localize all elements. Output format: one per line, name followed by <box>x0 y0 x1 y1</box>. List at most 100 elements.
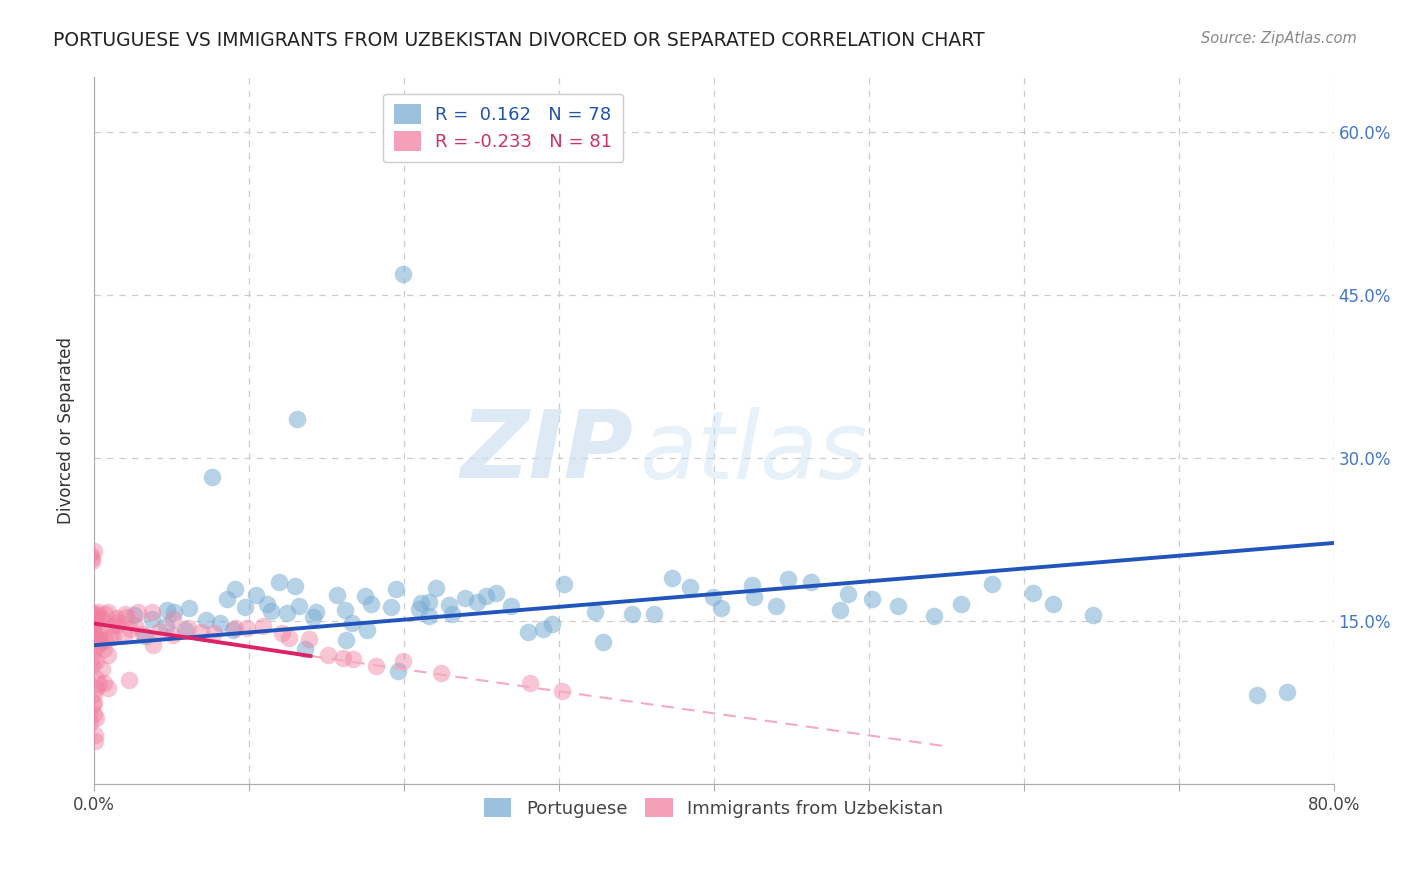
Point <box>101 630 124 644</box>
Point <box>326 588 349 602</box>
Point <box>156 603 179 617</box>
Point <box>409 595 432 609</box>
Point <box>305 606 328 620</box>
Point <box>924 609 946 624</box>
Point <box>177 601 200 615</box>
Point <box>392 267 415 281</box>
Point <box>155 619 177 633</box>
Point <box>87 676 110 690</box>
Point <box>83 687 105 701</box>
Text: atlas: atlas <box>640 407 868 498</box>
Point <box>837 587 859 601</box>
Point <box>519 676 541 690</box>
Point <box>742 591 765 605</box>
Point <box>360 597 382 611</box>
Point <box>77 707 100 722</box>
Point <box>592 635 614 649</box>
Point <box>86 608 108 623</box>
Text: PORTUGUESE VS IMMIGRANTS FROM UZBEKISTAN DIVORCED OR SEPARATED CORRELATION CHART: PORTUGUESE VS IMMIGRANTS FROM UZBEKISTAN… <box>53 31 986 50</box>
Point <box>112 629 135 643</box>
Point <box>269 574 291 589</box>
Point <box>765 599 787 613</box>
Point <box>583 605 606 619</box>
Point <box>1081 607 1104 622</box>
Point <box>107 618 129 632</box>
Point <box>302 610 325 624</box>
Point <box>82 551 104 566</box>
Point <box>1275 684 1298 698</box>
Point <box>93 675 115 690</box>
Point <box>124 618 146 632</box>
Point <box>276 606 298 620</box>
Point <box>115 610 138 624</box>
Point <box>141 605 163 619</box>
Point <box>93 607 115 621</box>
Point <box>387 664 409 678</box>
Point <box>79 716 101 731</box>
Point <box>82 622 104 636</box>
Point <box>83 613 105 627</box>
Point <box>83 615 105 629</box>
Point <box>475 590 498 604</box>
Point <box>621 607 644 621</box>
Point <box>245 588 267 602</box>
Point <box>1042 597 1064 611</box>
Point <box>201 470 224 484</box>
Legend: Portuguese, Immigrants from Uzbekistan: Portuguese, Immigrants from Uzbekistan <box>477 791 950 825</box>
Point <box>83 707 105 722</box>
Point <box>741 578 763 592</box>
Point <box>84 734 107 748</box>
Point <box>830 603 852 617</box>
Point <box>553 577 575 591</box>
Point <box>430 666 453 681</box>
Point <box>90 619 112 633</box>
Point <box>89 635 111 649</box>
Point <box>333 603 356 617</box>
Point <box>950 597 973 611</box>
Point <box>118 673 141 688</box>
Point <box>316 648 339 662</box>
Point <box>437 598 460 612</box>
Point <box>84 607 107 622</box>
Point <box>465 595 488 609</box>
Point <box>215 592 238 607</box>
Point <box>551 684 574 698</box>
Point <box>82 657 104 672</box>
Point <box>288 599 311 613</box>
Point <box>173 623 195 637</box>
Point <box>356 623 378 637</box>
Point <box>134 629 156 643</box>
Point <box>202 626 225 640</box>
Point <box>332 651 354 665</box>
Point <box>82 606 104 620</box>
Point <box>163 605 186 619</box>
Point <box>83 543 105 558</box>
Point <box>118 623 141 637</box>
Point <box>541 616 564 631</box>
Point <box>84 654 107 668</box>
Point <box>176 621 198 635</box>
Point <box>342 652 364 666</box>
Point <box>79 604 101 618</box>
Point <box>83 632 105 646</box>
Point <box>86 681 108 695</box>
Point <box>800 574 823 589</box>
Point <box>224 621 246 635</box>
Point <box>97 648 120 662</box>
Point <box>860 591 883 606</box>
Point <box>643 607 665 622</box>
Point <box>342 616 364 631</box>
Point <box>335 633 357 648</box>
Point <box>100 619 122 633</box>
Point <box>260 604 283 618</box>
Point <box>418 608 440 623</box>
Point <box>222 624 245 638</box>
Point <box>385 582 408 596</box>
Point <box>501 599 523 614</box>
Y-axis label: Divorced or Separated: Divorced or Separated <box>58 337 75 524</box>
Point <box>127 606 149 620</box>
Point <box>285 411 308 425</box>
Point <box>425 581 447 595</box>
Point <box>84 711 107 725</box>
Point <box>661 571 683 585</box>
